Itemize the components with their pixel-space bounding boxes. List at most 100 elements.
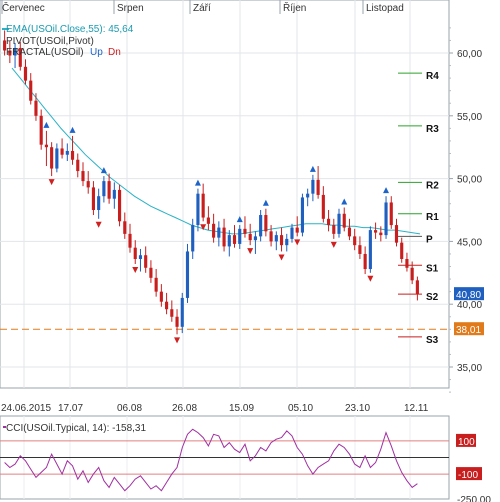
candle-body xyxy=(415,280,419,295)
candle-body xyxy=(405,258,409,268)
pivot-legend-label[interactable]: PIVOT(USOil,Pivot) xyxy=(6,36,94,47)
candle-body xyxy=(332,225,336,234)
fractal-down-marker xyxy=(367,275,374,282)
candle-body xyxy=(232,235,237,244)
candle-body xyxy=(400,242,404,259)
candle-body xyxy=(212,223,216,238)
price-label: 45,00 xyxy=(457,237,482,248)
candle-body xyxy=(316,179,320,195)
candle-body xyxy=(18,47,22,67)
date-label: 24.06.2015 xyxy=(1,403,51,414)
candle-body xyxy=(76,159,80,172)
candle-body xyxy=(34,100,38,116)
date-label: 05.10 xyxy=(288,403,313,414)
fractal-down-marker xyxy=(294,239,301,246)
candle-body xyxy=(379,232,383,236)
main-chart-panel[interactable] xyxy=(0,0,450,389)
candle-body xyxy=(389,202,393,226)
fractal-up-marker xyxy=(194,179,201,186)
candle-body xyxy=(300,197,305,233)
candle-body xyxy=(358,245,362,254)
fractal-down-marker xyxy=(48,179,55,186)
candle-body xyxy=(23,66,28,81)
cci-legend-label[interactable]: CCI(USOil.Typical, 14): -158,31 xyxy=(6,423,146,434)
candle-body xyxy=(274,235,278,242)
fractal-up-marker xyxy=(309,165,316,172)
dashed-level-tag xyxy=(454,322,484,336)
fractal-legend-up: Up xyxy=(90,47,103,58)
candle-body xyxy=(342,213,346,228)
fractal-down-marker xyxy=(200,224,207,231)
fractal-down-marker xyxy=(330,241,337,248)
candle-body xyxy=(253,236,257,241)
candle-body xyxy=(196,193,200,226)
candle-body xyxy=(144,255,148,268)
candle-body xyxy=(170,309,174,317)
candle-body xyxy=(337,213,341,234)
month-labels: Červenec Srpen Září Říjen Listopad xyxy=(1,0,404,14)
fractal-up-marker xyxy=(341,198,348,205)
fractal-down-marker xyxy=(132,267,139,274)
fractal-up-marker xyxy=(43,121,50,128)
candle-body xyxy=(117,189,122,222)
candle-body xyxy=(81,171,85,182)
current-price-tag xyxy=(454,287,484,301)
pivot-level-label: P xyxy=(426,234,433,245)
candle-body xyxy=(248,233,252,241)
candle-body xyxy=(222,227,226,247)
candle-body xyxy=(185,251,190,298)
candle-body xyxy=(180,297,184,327)
pivot-level-label: S3 xyxy=(426,335,439,346)
candle-body xyxy=(227,235,231,247)
candle-body xyxy=(112,189,116,199)
dashed-level-label: 38,01 xyxy=(456,325,481,336)
ema-legend-label[interactable]: EMA(USOil.Close,55): 45,64 xyxy=(6,24,134,35)
month-label: Srpen xyxy=(117,3,144,14)
month-label: Říjen xyxy=(283,1,306,14)
fractal-legend-label[interactable]: FRACTAL(USOil) xyxy=(6,47,84,58)
indicator-legend: EMA(USOil.Close,55): 45,64 PIVOT(USOil,P… xyxy=(2,24,134,58)
candle-body xyxy=(133,247,137,259)
candle-body xyxy=(295,227,299,233)
candle-body xyxy=(353,236,357,246)
ema-polyline xyxy=(11,67,421,235)
pivot-level-label: R3 xyxy=(426,124,439,135)
cci-tag-minus100-label: -100 xyxy=(458,470,478,481)
candle-body xyxy=(238,228,242,244)
candle-body xyxy=(384,202,388,236)
date-label: 15.09 xyxy=(229,403,254,414)
candle-body xyxy=(368,230,372,270)
candle-body xyxy=(13,47,17,56)
candle-body xyxy=(290,227,294,239)
candle-body xyxy=(410,267,414,281)
candle-body xyxy=(50,147,54,169)
pivot-level-label: R4 xyxy=(426,71,439,82)
candle-body xyxy=(201,193,205,218)
month-label: Září xyxy=(193,3,211,14)
candle-body xyxy=(154,277,158,292)
candle-body xyxy=(123,221,127,234)
candle-body xyxy=(107,181,111,199)
candle-body xyxy=(55,148,59,169)
fractal-up-marker xyxy=(100,167,107,174)
price-label: 35,00 xyxy=(457,363,482,374)
candle-body xyxy=(279,235,284,246)
candle-body xyxy=(285,238,289,246)
candle-body xyxy=(191,225,195,252)
candle-body xyxy=(374,230,378,233)
cci-tag-100 xyxy=(456,433,476,447)
price-label: 40,00 xyxy=(457,300,482,311)
price-label: 50,00 xyxy=(457,175,482,186)
candle-body xyxy=(217,227,221,238)
fractal-markers xyxy=(43,121,390,344)
candle-body xyxy=(264,215,268,232)
fractal-down-marker xyxy=(278,254,285,261)
candle-body xyxy=(8,50,12,56)
pivot-level-label: R2 xyxy=(426,180,439,191)
cci-tag-minus100 xyxy=(456,467,482,481)
candle-body xyxy=(326,218,331,226)
fractal-down-marker xyxy=(174,337,181,344)
candle-body xyxy=(128,233,132,248)
pivot-level-label: S1 xyxy=(426,263,439,274)
candle-body xyxy=(259,215,263,237)
